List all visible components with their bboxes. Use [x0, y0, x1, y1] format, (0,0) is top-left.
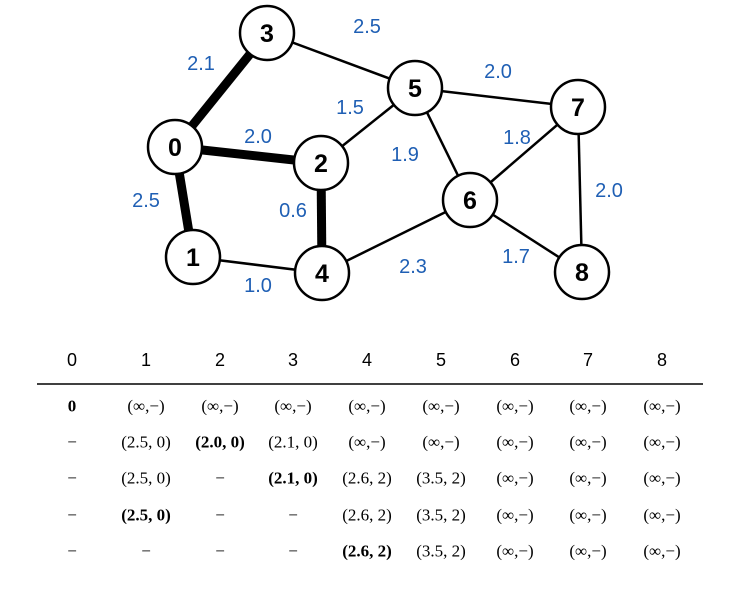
- table-header: 8: [657, 350, 667, 370]
- table-header: 6: [510, 350, 520, 370]
- table-cell: (2.5, 0): [121, 433, 171, 452]
- table-cell: (2.1, 0): [268, 469, 318, 488]
- node-1: [164, 228, 222, 286]
- node-2: [292, 134, 350, 192]
- table-cell: (∞,−): [348, 397, 385, 416]
- table-cell: −: [215, 542, 225, 561]
- table-cell: (∞,−): [348, 433, 385, 452]
- table-cell: (2.5, 0): [121, 469, 171, 488]
- table-cell: (3.5, 2): [416, 506, 466, 525]
- table-header: 5: [436, 350, 446, 370]
- table-cell: (∞,−): [643, 397, 680, 416]
- table-cell: (∞,−): [569, 469, 606, 488]
- table-cell: (∞,−): [496, 469, 533, 488]
- table-cell: (∞,−): [569, 506, 606, 525]
- table-cell: −: [67, 469, 77, 488]
- table-cell: (2.6, 2): [342, 542, 392, 561]
- table-cell: (2.0, 0): [195, 433, 245, 452]
- table-cell: (∞,−): [569, 433, 606, 452]
- table-cell: (∞,−): [274, 397, 311, 416]
- table-cell: (∞,−): [569, 397, 606, 416]
- edge-weight-label: 2.3: [399, 256, 427, 278]
- edge-weight-label: 1.0: [244, 275, 272, 297]
- table-cell: (∞,−): [496, 506, 533, 525]
- node-label: 6: [463, 187, 477, 215]
- table-cell: (∞,−): [496, 397, 533, 416]
- node-label: 2: [314, 150, 328, 178]
- table-cell: (∞,−): [201, 397, 238, 416]
- table-cell: −: [288, 542, 298, 561]
- edge-weight-label: 2.1: [187, 53, 215, 75]
- table-header: 7: [583, 350, 593, 370]
- table-cell: (∞,−): [569, 542, 606, 561]
- table-cell: (∞,−): [643, 433, 680, 452]
- edge-weight-label: 1.9: [391, 144, 419, 166]
- table-cell: (∞,−): [643, 542, 680, 561]
- table-cell: −: [288, 506, 298, 525]
- table-header: 3: [288, 350, 298, 370]
- table-header: 4: [362, 350, 372, 370]
- node-4: [293, 244, 351, 302]
- node-8: [553, 243, 611, 301]
- node-label: 4: [315, 260, 329, 288]
- table-header: 1: [141, 350, 151, 370]
- table-cell: −: [215, 469, 225, 488]
- table-cell: (2.6, 2): [342, 506, 392, 525]
- table-cell: (2.1, 0): [268, 433, 318, 452]
- table-cell: −: [67, 506, 77, 525]
- node-label: 3: [260, 20, 274, 48]
- table-cell: (2.5, 0): [121, 506, 171, 525]
- table-cell: (∞,−): [422, 433, 459, 452]
- edge-weight-label: 2.0: [484, 61, 512, 83]
- edge-weight-label: 2.0: [244, 126, 272, 148]
- table-cell: −: [215, 506, 225, 525]
- node-label: 1: [186, 244, 200, 272]
- node-label: 0: [168, 134, 182, 162]
- node-label: 8: [575, 259, 589, 287]
- table-cell: (∞,−): [643, 469, 680, 488]
- table-cell: (∞,−): [643, 506, 680, 525]
- edge-weight-label: 1.8: [503, 127, 531, 149]
- edge-weight-label: 2.5: [353, 16, 381, 38]
- table-cell: −: [141, 542, 151, 561]
- table-cell: −: [67, 433, 77, 452]
- node-6: [441, 171, 499, 229]
- edge-weight-label: 2.0: [595, 180, 623, 202]
- edge-weight-label: 1.5: [336, 97, 364, 119]
- table-cell: (∞,−): [496, 433, 533, 452]
- edge-weight-label: 2.5: [132, 190, 160, 212]
- table-cell: 0: [68, 397, 77, 416]
- edge-weight-label: 1.7: [502, 246, 530, 268]
- node-label: 7: [571, 94, 585, 122]
- table-cell: (3.5, 2): [416, 542, 466, 561]
- table-cell: −: [67, 542, 77, 561]
- node-0: [146, 118, 204, 176]
- node-7: [549, 78, 607, 136]
- table-header: 0: [67, 350, 77, 370]
- table-cell: (∞,−): [422, 397, 459, 416]
- edge-weight-label: 0.6: [279, 200, 307, 222]
- table-cell: (3.5, 2): [416, 469, 466, 488]
- table-cell: (∞,−): [127, 397, 164, 416]
- table-cell: (∞,−): [496, 542, 533, 561]
- node-3: [238, 4, 296, 62]
- table-cell: (2.6, 2): [342, 469, 392, 488]
- node-5: [386, 59, 444, 117]
- node-label: 5: [408, 75, 422, 103]
- table-header: 2: [215, 350, 225, 370]
